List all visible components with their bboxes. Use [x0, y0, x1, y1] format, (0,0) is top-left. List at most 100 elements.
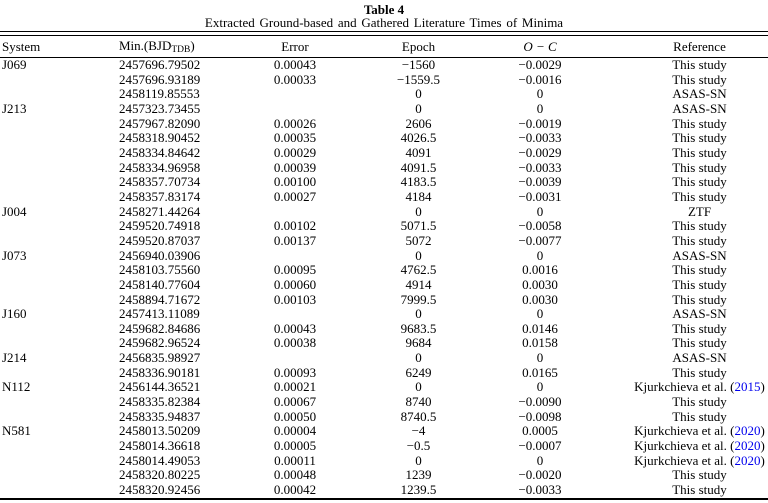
cell-oc: −0.0033: [518, 159, 562, 175]
reference-year-link[interactable]: 2015: [734, 379, 761, 395]
table-row: 2458357.70734 0.00100 4183.5 −0.0039 Thi…: [0, 175, 768, 190]
reference-year-link[interactable]: 2020: [734, 438, 761, 454]
cell-reference: This study: [672, 335, 727, 351]
cell-epoch: 5071.5: [400, 218, 437, 234]
cell-reference: ASAS-SN: [672, 100, 727, 116]
cell-error: [240, 351, 350, 366]
column-header-o-minus-c: O − C: [523, 38, 557, 54]
cell-reference: This study: [672, 159, 727, 175]
reference-year-link[interactable]: 2020: [734, 423, 761, 439]
cell-error: 0.00042: [273, 482, 317, 498]
cell-error: 0.00026: [273, 115, 317, 131]
cell-epoch: 1239: [405, 467, 432, 483]
cell-epoch: 4914: [405, 276, 432, 292]
column-header-reference: Reference: [673, 38, 726, 54]
cell-reference: This study: [672, 364, 727, 380]
cell-system: N112: [2, 379, 31, 395]
cell-min: 2458140.77604: [119, 276, 201, 292]
cell-error: 0.00103: [273, 291, 317, 307]
cell-system: [0, 468, 115, 483]
cell-oc: −0.0020: [518, 467, 562, 483]
cell-system: [0, 131, 115, 146]
cell-system: J213: [2, 100, 27, 116]
cell-epoch: 4091: [405, 144, 432, 160]
cell-epoch: 4091.5: [400, 159, 437, 175]
cell-system: [0, 87, 115, 102]
cell-error: 0.00093: [273, 364, 317, 380]
cell-oc: −0.0007: [518, 438, 562, 454]
table-row: 2458334.84642 0.00029 4091 −0.0029 This …: [0, 144, 768, 161]
table-row: J160 2457413.11089 0 0 ASAS-SN: [0, 306, 768, 322]
cell-system: [0, 278, 115, 293]
cell-system: [0, 175, 115, 190]
cell-reference: ZTF: [687, 203, 712, 219]
cell-system: J073: [2, 247, 27, 263]
cell-error: 0.00004: [273, 423, 317, 439]
cell-system: [0, 234, 115, 249]
cell-min: 2458334.84642: [119, 144, 201, 160]
cell-epoch: 2606: [405, 115, 432, 131]
cell-system: [0, 73, 115, 88]
cell-error: 0.00021: [273, 379, 317, 395]
cell-system: [0, 117, 115, 132]
table-row: N581 2458013.50209 0.00004 −4 0.0005 Kju…: [0, 424, 768, 439]
cell-epoch: 0: [415, 350, 422, 366]
cell-reference: This study: [672, 232, 727, 248]
reference-year-link[interactable]: 2020: [734, 452, 761, 468]
cell-system: [0, 336, 115, 351]
bottom-rule: [0, 497, 768, 500]
table-row: 2457967.82090 0.00026 2606 −0.0019 This …: [0, 115, 768, 132]
cell-epoch: 5072: [405, 232, 432, 248]
cell-min: 2458357.70734: [119, 174, 201, 190]
cell-system: [0, 454, 115, 469]
cell-oc: −0.0029: [518, 57, 562, 72]
cell-min: 2457696.79502: [119, 57, 201, 72]
table-row: 2458318.90452 0.00035 4026.5 −0.0033 Thi…: [0, 131, 768, 146]
cell-oc: −0.0039: [518, 174, 562, 190]
cell-reference: This study: [672, 467, 727, 483]
cell-epoch: 0: [415, 452, 422, 468]
cell-error: [240, 87, 350, 102]
table-row: J073 2456940.03906 0 0 ASAS-SN: [0, 247, 768, 264]
table-row: 2459520.87037 0.00137 5072 −0.0077 This …: [0, 232, 768, 249]
cell-epoch: 0: [415, 247, 422, 263]
cell-error: 0.00038: [273, 335, 317, 351]
cell-epoch: 4184: [405, 188, 432, 204]
cell-oc: 0.0158: [522, 335, 558, 351]
cell-error: 0.00137: [273, 232, 317, 248]
cell-oc: −0.0098: [518, 408, 562, 424]
cell-epoch: 8740: [405, 394, 432, 410]
cell-reference: This study: [672, 394, 727, 410]
cell-system: J214: [2, 350, 27, 366]
cell-error: 0.00043: [273, 320, 317, 336]
cell-oc: −0.0033: [518, 130, 562, 146]
cell-epoch: 4026.5: [400, 130, 437, 146]
subscript-tdb: TDB: [171, 45, 191, 55]
cell-reference: ASAS-SN: [672, 306, 727, 322]
cell-epoch: 6249: [405, 364, 432, 380]
cell-epoch: −1560: [401, 57, 436, 72]
cell-oc: −0.0090: [518, 394, 562, 410]
cell-system: [0, 410, 115, 425]
cell-epoch: 9683.5: [400, 320, 437, 336]
cell-min: 2458335.82384: [119, 394, 201, 410]
table-row: 2458357.83174 0.00027 4184 −0.0031 This …: [0, 188, 768, 205]
cell-reference: ASAS-SN: [672, 86, 727, 102]
column-header-system: System: [2, 38, 41, 54]
column-header-epoch: Epoch: [401, 38, 436, 54]
cell-min: 2458103.75560: [119, 262, 201, 278]
table-row: 2459520.74918 0.00102 5071.5 −0.0058 Thi…: [0, 219, 768, 234]
cell-error: [240, 205, 350, 220]
cell-min: 2459682.96524: [119, 335, 201, 351]
table-row: 2457696.93189 0.00033 −1559.5 −0.0016 Th…: [0, 71, 768, 88]
cell-reference: Kjurkchieva et al. (2020): [634, 438, 765, 454]
cell-error: 0.00043: [273, 57, 317, 72]
cell-error: 0.00027: [273, 188, 317, 204]
cell-oc: −0.0019: [518, 115, 562, 131]
cell-oc: 0: [536, 452, 544, 468]
cell-oc: 0: [536, 379, 544, 395]
cell-oc: −0.0016: [518, 71, 562, 87]
cell-system: [0, 395, 115, 410]
cell-min: 2458014.36618: [119, 438, 201, 454]
